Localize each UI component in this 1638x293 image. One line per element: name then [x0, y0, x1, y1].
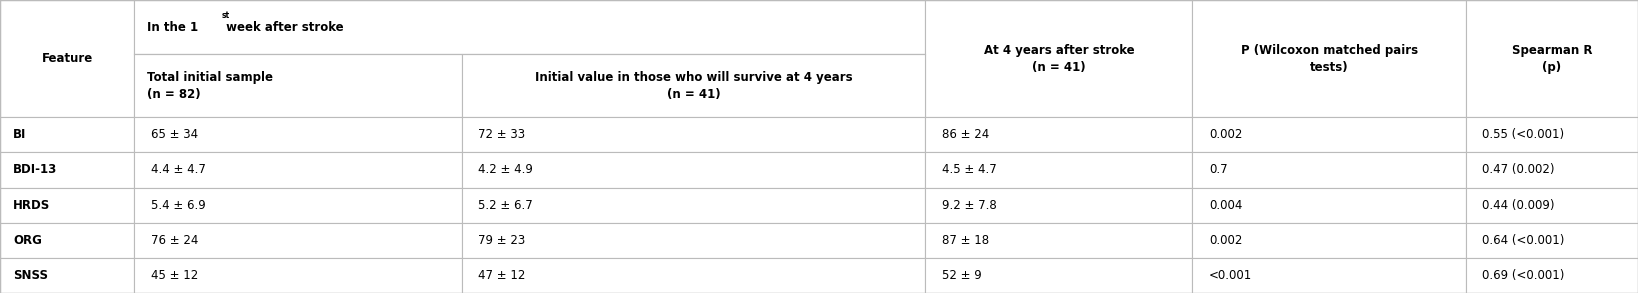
- Text: 86 ± 24: 86 ± 24: [942, 128, 989, 141]
- Text: BI: BI: [13, 128, 26, 141]
- Bar: [134, 258, 462, 293]
- Bar: [134, 223, 462, 258]
- Text: 4.4 ± 4.7: 4.4 ± 4.7: [151, 163, 206, 176]
- Bar: [134, 152, 462, 188]
- Text: 0.004: 0.004: [1209, 199, 1242, 212]
- Text: 0.55 (<0.001): 0.55 (<0.001): [1482, 128, 1564, 141]
- Bar: [925, 258, 1192, 293]
- Text: 52 ± 9: 52 ± 9: [942, 269, 981, 282]
- Text: 79 ± 23: 79 ± 23: [478, 234, 526, 247]
- Bar: [0, 117, 134, 152]
- Bar: [462, 188, 925, 223]
- Text: ORG: ORG: [13, 234, 43, 247]
- Text: 76 ± 24: 76 ± 24: [151, 234, 198, 247]
- Text: 0.002: 0.002: [1209, 234, 1242, 247]
- Bar: [925, 0, 1192, 117]
- Text: In the 1: In the 1: [147, 21, 198, 34]
- Text: Initial value in those who will survive at 4 years
(n = 41): Initial value in those who will survive …: [536, 71, 852, 101]
- Bar: [925, 152, 1192, 188]
- Text: 0.64 (<0.001): 0.64 (<0.001): [1482, 234, 1564, 247]
- Bar: [925, 223, 1192, 258]
- Bar: [1466, 188, 1638, 223]
- Bar: [925, 117, 1192, 152]
- Bar: [0, 258, 134, 293]
- Bar: [1466, 117, 1638, 152]
- Text: Spearman R
(p): Spearman R (p): [1512, 44, 1592, 74]
- Bar: [0, 152, 134, 188]
- Bar: [462, 152, 925, 188]
- Text: st: st: [223, 11, 231, 20]
- Text: 65 ± 34: 65 ± 34: [151, 128, 198, 141]
- Bar: [462, 117, 925, 152]
- Text: 5.4 ± 6.9: 5.4 ± 6.9: [151, 199, 205, 212]
- Text: SNSS: SNSS: [13, 269, 48, 282]
- Text: 0.69 (<0.001): 0.69 (<0.001): [1482, 269, 1564, 282]
- Bar: [134, 117, 462, 152]
- Bar: [134, 188, 462, 223]
- Bar: [1192, 258, 1466, 293]
- Bar: [0, 0, 134, 117]
- Bar: [1192, 117, 1466, 152]
- Bar: [1192, 152, 1466, 188]
- Text: 47 ± 12: 47 ± 12: [478, 269, 526, 282]
- Text: Total initial sample
(n = 82): Total initial sample (n = 82): [147, 71, 274, 101]
- Text: BDI-13: BDI-13: [13, 163, 57, 176]
- Text: 5.2 ± 6.7: 5.2 ± 6.7: [478, 199, 532, 212]
- Text: 4.5 ± 4.7: 4.5 ± 4.7: [942, 163, 996, 176]
- Bar: [1192, 188, 1466, 223]
- Bar: [0, 223, 134, 258]
- Text: week after stroke: week after stroke: [223, 21, 344, 34]
- Bar: [462, 54, 925, 117]
- Text: 72 ± 33: 72 ± 33: [478, 128, 526, 141]
- Text: P (Wilcoxon matched pairs
tests): P (Wilcoxon matched pairs tests): [1240, 44, 1419, 74]
- Bar: [0, 188, 134, 223]
- Text: 45 ± 12: 45 ± 12: [151, 269, 198, 282]
- Bar: [1192, 0, 1466, 117]
- Bar: [925, 188, 1192, 223]
- Text: 9.2 ± 7.8: 9.2 ± 7.8: [942, 199, 996, 212]
- Text: At 4 years after stroke
(n = 41): At 4 years after stroke (n = 41): [984, 44, 1133, 74]
- Bar: [1466, 0, 1638, 117]
- Text: 0.002: 0.002: [1209, 128, 1242, 141]
- Bar: [1192, 223, 1466, 258]
- Text: 0.7: 0.7: [1209, 163, 1227, 176]
- Text: 87 ± 18: 87 ± 18: [942, 234, 989, 247]
- Bar: [462, 223, 925, 258]
- Bar: [1466, 223, 1638, 258]
- Bar: [1466, 258, 1638, 293]
- Text: HRDS: HRDS: [13, 199, 51, 212]
- Bar: [1466, 152, 1638, 188]
- Bar: [462, 258, 925, 293]
- Bar: [134, 54, 462, 117]
- Text: 0.47 (0.002): 0.47 (0.002): [1482, 163, 1554, 176]
- Text: <0.001: <0.001: [1209, 269, 1251, 282]
- Text: 0.44 (0.009): 0.44 (0.009): [1482, 199, 1554, 212]
- Text: Feature: Feature: [41, 52, 93, 65]
- Bar: [134, 0, 925, 54]
- Text: 4.2 ± 4.9: 4.2 ± 4.9: [478, 163, 534, 176]
